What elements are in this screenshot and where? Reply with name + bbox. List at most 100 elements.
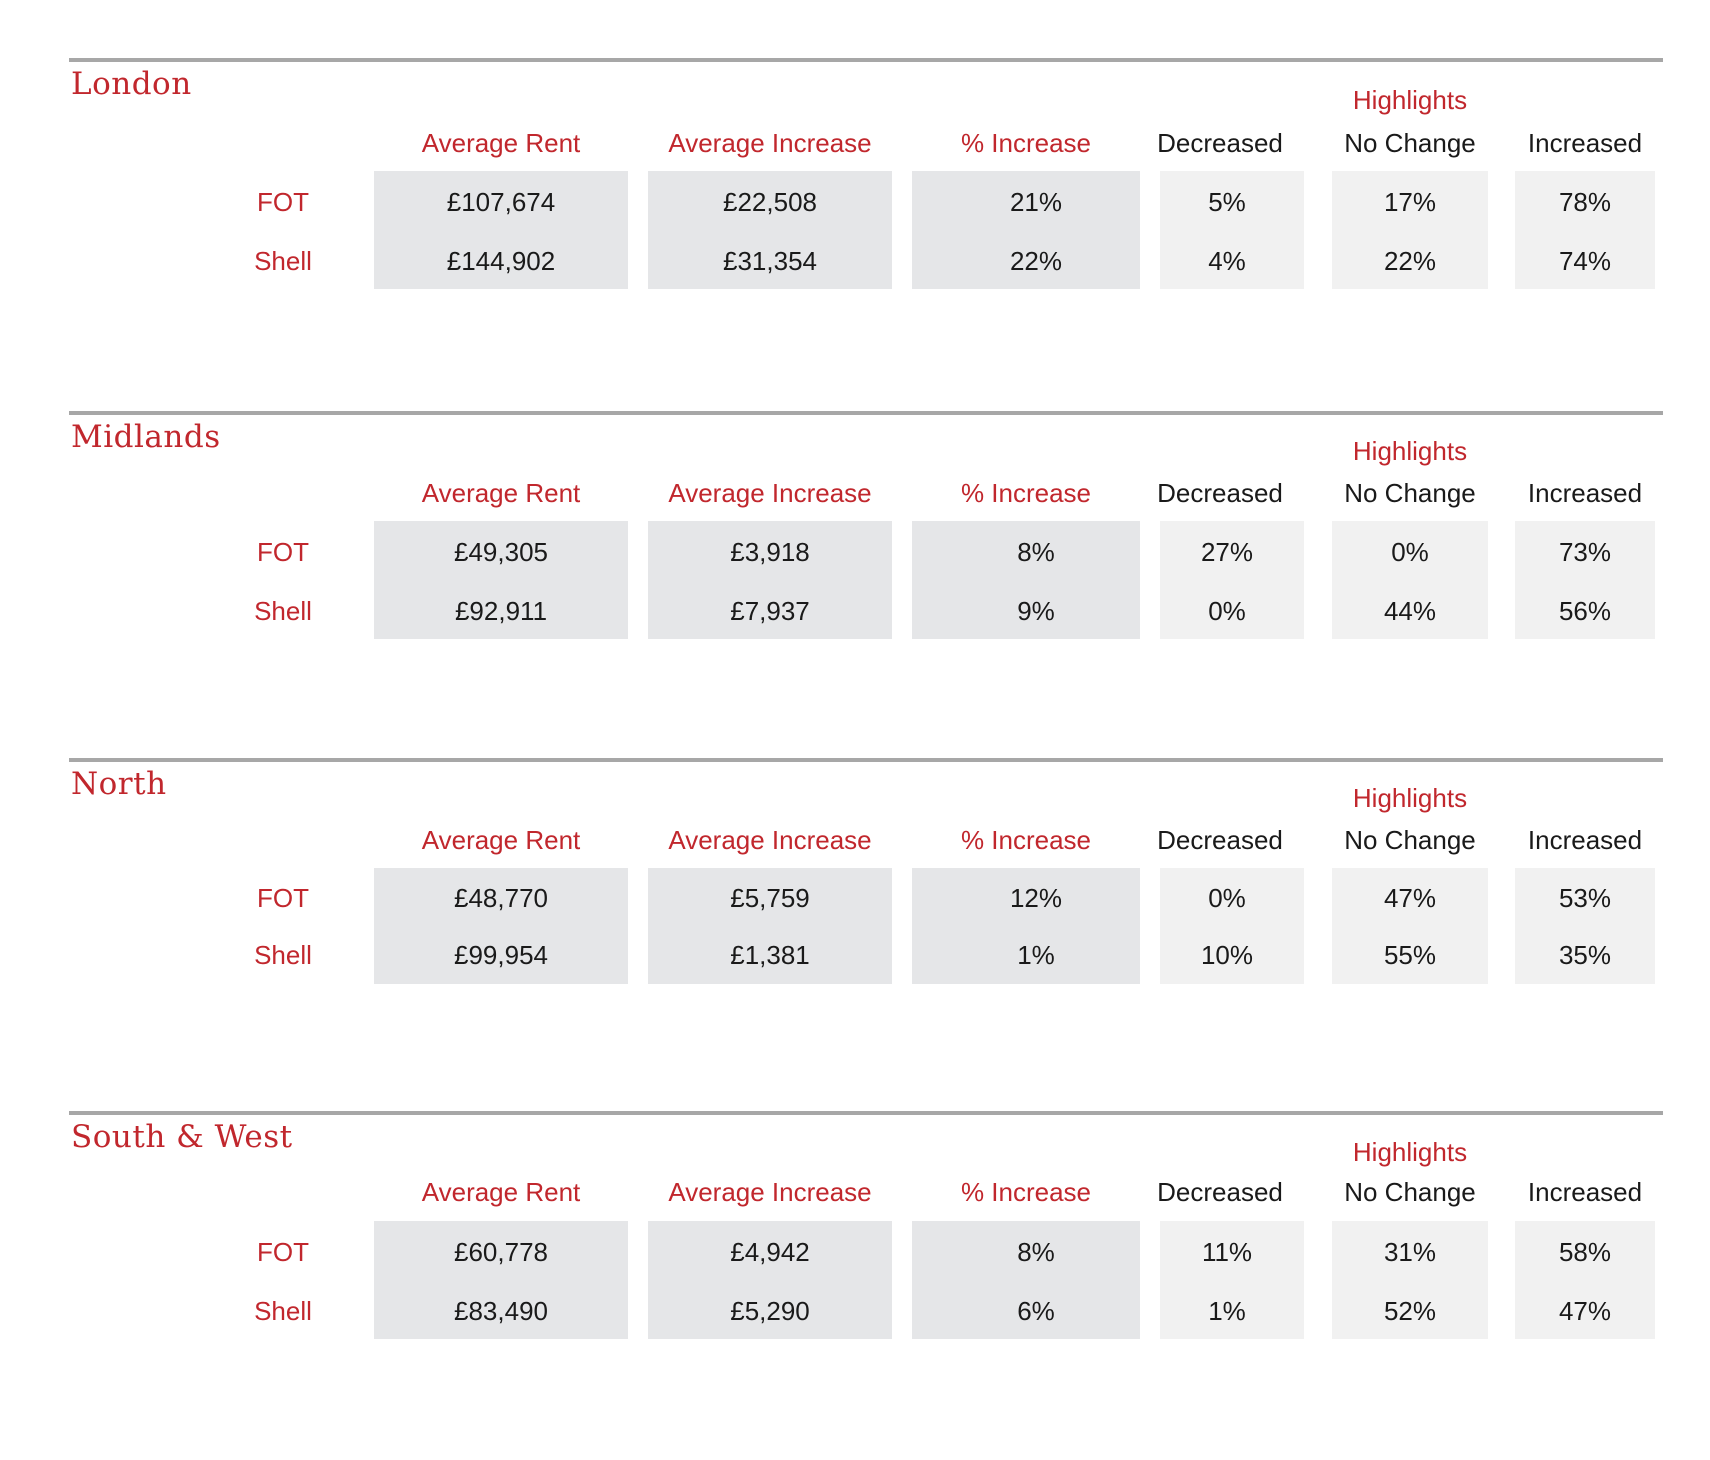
column-bg-no-change	[1332, 1221, 1488, 1339]
cell-increased: 47%	[1558, 1296, 1612, 1326]
column-bg-increased	[1515, 171, 1655, 289]
column-bg-average-rent	[374, 868, 628, 984]
column-bg-pct-increase	[912, 171, 1140, 289]
header-pct-increase: % Increase	[960, 825, 1092, 855]
cell-no-change: 44%	[1383, 596, 1437, 626]
cell-average-rent: £83,490	[454, 1296, 548, 1326]
header-increased: Increased	[1527, 1177, 1643, 1207]
cell-average-increase: £5,759	[730, 883, 810, 913]
header-decreased: Decreased	[1157, 825, 1283, 855]
cell-decreased: 4%	[1208, 246, 1246, 276]
region-section-london: London Highlights Average Rent Average I…	[0, 58, 1710, 358]
header-average-rent: Average Rent	[421, 825, 581, 855]
header-no-change: No Change	[1344, 128, 1476, 158]
highlights-label: Highlights	[1352, 436, 1468, 466]
cell-decreased: 1%	[1208, 1296, 1246, 1326]
header-decreased: Decreased	[1157, 128, 1283, 158]
cell-average-increase: £4,942	[730, 1237, 810, 1267]
row-label-fot: FOT	[257, 883, 309, 913]
cell-decreased: 5%	[1208, 187, 1246, 217]
cell-no-change: 17%	[1383, 187, 1437, 217]
column-bg-pct-increase	[912, 1221, 1140, 1339]
region-title: London	[71, 66, 192, 102]
cell-average-rent: £92,911	[454, 596, 548, 626]
column-bg-decreased	[1160, 521, 1304, 639]
row-label-fot: FOT	[257, 1237, 309, 1267]
column-bg-no-change	[1332, 521, 1488, 639]
header-pct-increase: % Increase	[960, 1177, 1092, 1207]
header-increased: Increased	[1527, 478, 1643, 508]
header-pct-increase: % Increase	[960, 128, 1092, 158]
cell-no-change: 52%	[1383, 1296, 1437, 1326]
cell-no-change: 31%	[1383, 1237, 1437, 1267]
cell-pct-increase: 1%	[1017, 940, 1055, 970]
cell-increased: 56%	[1558, 596, 1612, 626]
header-no-change: No Change	[1344, 825, 1476, 855]
header-decreased: Decreased	[1157, 478, 1283, 508]
section-divider	[69, 758, 1663, 762]
header-average-increase: Average Increase	[668, 478, 872, 508]
cell-average-rent: £60,778	[454, 1237, 548, 1267]
header-average-rent: Average Rent	[421, 128, 581, 158]
header-average-increase: Average Increase	[668, 1177, 872, 1207]
row-label-shell: Shell	[254, 1296, 312, 1326]
header-increased: Increased	[1527, 128, 1643, 158]
cell-average-rent: £49,305	[454, 537, 548, 567]
row-label-fot: FOT	[257, 537, 309, 567]
column-bg-no-change	[1332, 868, 1488, 984]
region-section-north: North Highlights Average Rent Average In…	[0, 758, 1710, 1058]
cell-average-rent: £48,770	[454, 883, 548, 913]
column-bg-increased	[1515, 521, 1655, 639]
column-bg-increased	[1515, 1221, 1655, 1339]
row-label-shell: Shell	[254, 596, 312, 626]
region-title: South & West	[71, 1119, 293, 1155]
column-bg-average-increase	[648, 1221, 892, 1339]
header-average-increase: Average Increase	[668, 825, 872, 855]
cell-no-change: 47%	[1383, 883, 1437, 913]
cell-average-increase: £5,290	[730, 1296, 810, 1326]
section-divider	[69, 58, 1663, 62]
cell-increased: 73%	[1558, 537, 1612, 567]
region-title: Midlands	[71, 419, 221, 455]
column-bg-decreased	[1160, 171, 1304, 289]
row-label-shell: Shell	[254, 940, 312, 970]
header-average-increase: Average Increase	[668, 128, 872, 158]
cell-pct-increase: 21%	[1009, 187, 1063, 217]
cell-pct-increase: 8%	[1017, 537, 1055, 567]
header-average-rent: Average Rent	[421, 1177, 581, 1207]
header-decreased: Decreased	[1157, 1177, 1283, 1207]
column-bg-no-change	[1332, 171, 1488, 289]
cell-increased: 74%	[1558, 246, 1612, 276]
cell-decreased: 0%	[1208, 596, 1246, 626]
header-no-change: No Change	[1344, 1177, 1476, 1207]
cell-pct-increase: 9%	[1017, 596, 1055, 626]
column-bg-average-increase	[648, 868, 892, 984]
section-divider	[69, 411, 1663, 415]
header-pct-increase: % Increase	[960, 478, 1092, 508]
row-label-fot: FOT	[257, 187, 309, 217]
cell-pct-increase: 12%	[1009, 883, 1063, 913]
column-bg-average-increase	[648, 521, 892, 639]
column-bg-decreased	[1160, 868, 1304, 984]
column-bg-average-rent	[374, 521, 628, 639]
cell-decreased: 11%	[1201, 1237, 1253, 1267]
cell-pct-increase: 8%	[1017, 1237, 1055, 1267]
highlights-label: Highlights	[1352, 783, 1468, 813]
header-no-change: No Change	[1344, 478, 1476, 508]
cell-no-change: 0%	[1391, 537, 1429, 567]
cell-average-increase: £1,381	[730, 940, 810, 970]
highlights-label: Highlights	[1352, 85, 1468, 115]
highlights-label: Highlights	[1352, 1137, 1468, 1167]
column-bg-pct-increase	[912, 868, 1140, 984]
cell-increased: 53%	[1558, 883, 1612, 913]
cell-average-rent: £144,902	[446, 246, 556, 276]
cell-increased: 35%	[1558, 940, 1612, 970]
cell-decreased: 27%	[1200, 537, 1254, 567]
column-bg-increased	[1515, 868, 1655, 984]
region-section-south-west: South & West Highlights Average Rent Ave…	[0, 1111, 1710, 1411]
cell-no-change: 55%	[1383, 940, 1437, 970]
cell-average-increase: £22,508	[723, 187, 817, 217]
cell-average-increase: £7,937	[730, 596, 810, 626]
cell-pct-increase: 22%	[1009, 246, 1063, 276]
cell-average-rent: £99,954	[454, 940, 548, 970]
